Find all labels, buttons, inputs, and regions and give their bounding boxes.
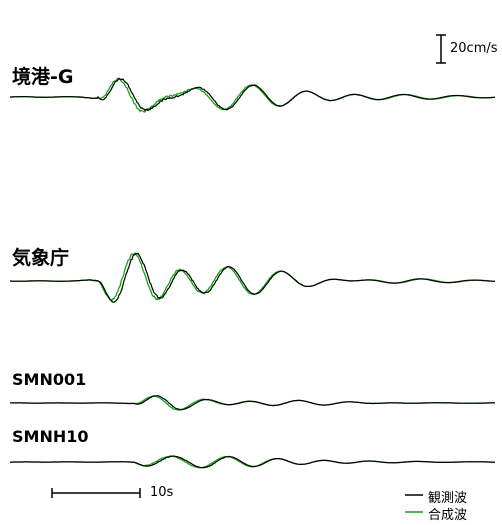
time-scale-label: 10s [150, 485, 174, 500]
legend-label-observed: 観測波 [428, 491, 468, 506]
amplitude-scale-label: 20cm/s [450, 41, 498, 56]
station-label-smnh10: SMNH10 [12, 427, 89, 446]
observed-trace-kishocho [9, 252, 495, 303]
amplitude-scale-bar [436, 34, 446, 64]
observed-trace-smn001 [10, 395, 495, 411]
legend-label-synthetic: 合成波 [428, 508, 468, 523]
observed-trace-smnh10 [10, 455, 495, 469]
time-scale-bar [51, 488, 141, 498]
station-label-kishocho: 気象庁 [12, 247, 70, 269]
observed-trace-sakaiminato [10, 77, 496, 112]
station-label-sakaiminato: 境港-G [12, 66, 74, 88]
synthetic-trace-sakaiminato [10, 77, 495, 113]
waveform-traces [9, 77, 496, 469]
legend [405, 494, 423, 513]
station-label-smn001: SMN001 [12, 370, 87, 389]
